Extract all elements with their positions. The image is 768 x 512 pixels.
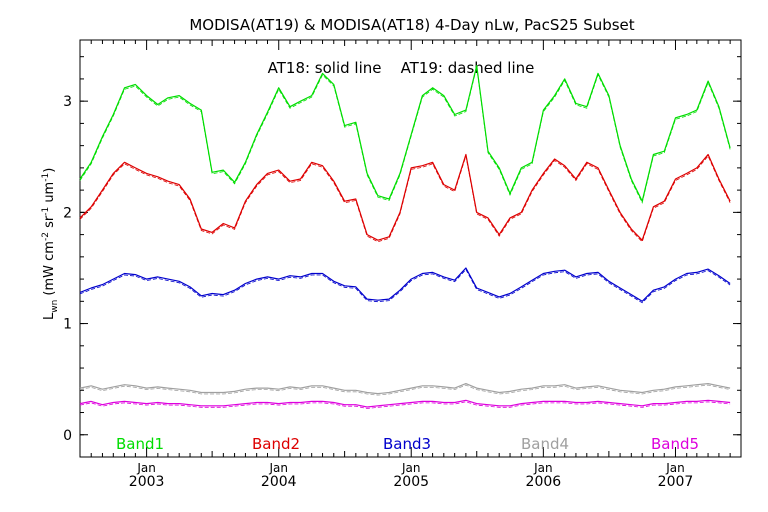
series-line-dashed-band4 (79, 384, 731, 396)
chart-title: MODISA(AT19) & MODISA(AT18) 4-Day nLw, P… (189, 16, 634, 34)
y-axis: 0 1 2 3 (63, 56, 741, 458)
plot-frame (79, 39, 742, 458)
x-tick-month-label: Jan (665, 461, 685, 475)
legend-item-band5: Band5 (651, 435, 699, 453)
x-tick-month-label: Jan (268, 461, 288, 475)
series-line-band4 (79, 383, 731, 395)
y-tick-label: 2 (63, 205, 72, 221)
y-label-units: (mW cm (42, 241, 57, 300)
legend-item-band1: Band1 (116, 435, 164, 453)
y-label-units: sr (42, 215, 57, 232)
x-tick-year-label: 2006 (526, 474, 562, 490)
series-line-dashed-band2 (79, 155, 731, 243)
x-tick-month-label: Jan (136, 461, 156, 475)
series-line-dashed-band5 (79, 401, 731, 409)
y-tick-label: 0 (63, 428, 72, 444)
series-line-band1 (79, 64, 731, 202)
y-tick-label: 3 (63, 94, 72, 110)
legend-item-band4: Band4 (521, 435, 569, 453)
series-line-band5 (79, 399, 731, 408)
x-tick-year-label: 2007 (658, 474, 694, 490)
y-label-units: ) (42, 168, 57, 173)
legend: Band1 Band2 Band3 Band4 Band5 (116, 435, 699, 453)
x-tick-year-label: 2004 (261, 474, 297, 490)
x-tick-month-label: Jan (533, 461, 553, 475)
y-label-units: um (42, 182, 57, 207)
series-layer (79, 64, 731, 409)
series-line-dashed-band1 (79, 67, 731, 204)
legend-item-band3: Band3 (383, 435, 431, 453)
y-label-exponent: -1 (41, 207, 51, 216)
y-label-exponent: -1 (41, 173, 51, 182)
y-axis-label: Lwn (mW cm-2 sr-1 um-1) (41, 147, 60, 349)
svg-text:Lwn (mW cm-2 sr-1 um-1): Lwn (mW cm-2 sr-1 um-1) (41, 147, 60, 349)
series-line-dashed-band3 (79, 268, 731, 304)
y-label-symbol: L (42, 312, 57, 320)
line-style-annotation: AT18: solid line AT19: dashed line (268, 59, 535, 77)
x-tick-month-label: Jan (401, 461, 421, 475)
series-line-band3 (79, 267, 731, 302)
y-label-subscript: wn (50, 300, 60, 313)
series-line-band2 (79, 153, 731, 241)
x-tick-year-label: 2005 (393, 474, 429, 490)
y-label-exponent: -2 (41, 232, 51, 241)
y-tick-label: 1 (63, 317, 72, 333)
x-tick-year-label: 2003 (129, 474, 165, 490)
legend-item-band2: Band2 (252, 435, 300, 453)
